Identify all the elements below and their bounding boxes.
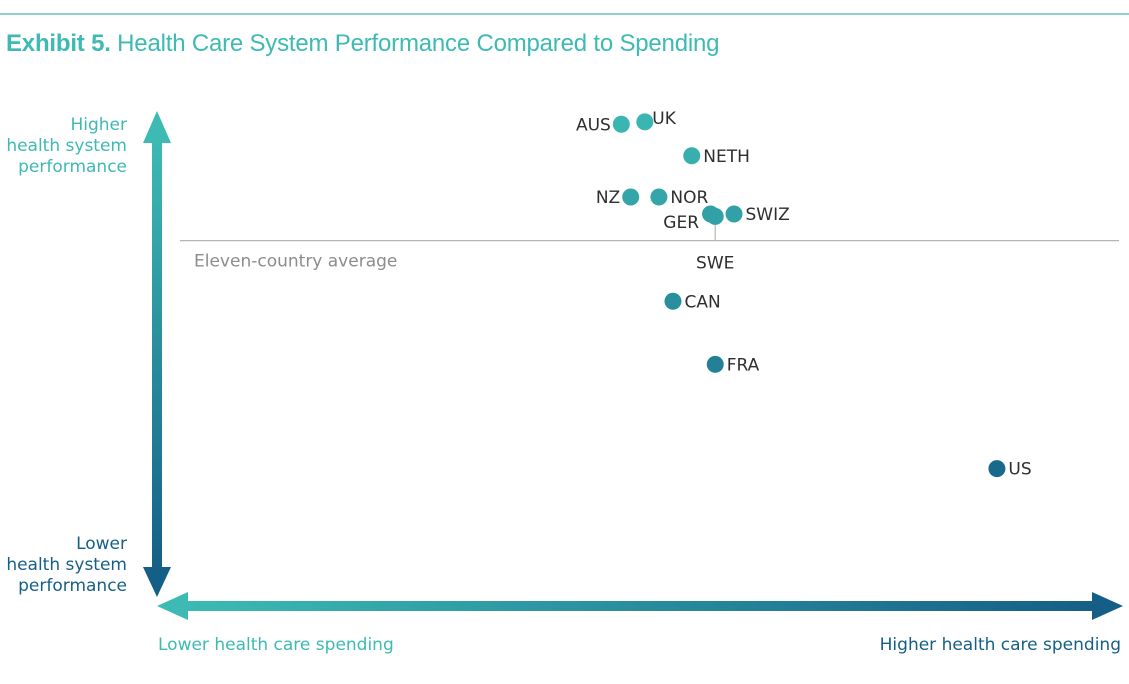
point-label-neth: NETH <box>703 147 750 167</box>
x-axis-right-label: Higher health care spending <box>880 635 1121 655</box>
point-us <box>988 460 1006 478</box>
point-label-ger: GER <box>663 213 699 233</box>
y-top-label-line-3: performance <box>18 157 127 177</box>
point-label-nz: NZ <box>596 188 620 208</box>
average-label: Eleven-country average <box>194 252 397 272</box>
y-top-label-line-1: Higher <box>70 115 127 135</box>
x-axis-shaft <box>185 601 1095 611</box>
point-label-us: US <box>1008 460 1031 480</box>
y-axis-arrow-up-head <box>143 111 171 143</box>
point-label-aus: AUS <box>576 115 611 135</box>
point-label-uk: UK <box>652 109 676 129</box>
exhibit-title: Exhibit 5. Health Care System Performanc… <box>6 30 719 58</box>
point-neth <box>683 147 701 165</box>
y-top-label-line-2: health system <box>6 136 127 156</box>
y-axis-top-label: Higher health system performance <box>6 115 127 177</box>
point-label-can: CAN <box>684 292 720 312</box>
point-swiz <box>725 205 743 223</box>
point-aus <box>612 115 630 133</box>
x-axis-arrow-right-head <box>1092 592 1123 620</box>
point-nz <box>622 188 640 206</box>
point-label-swiz: SWIZ <box>746 205 790 225</box>
point-can <box>664 292 682 310</box>
x-axis-left-label: Lower health care spending <box>158 635 394 655</box>
x-axis-arrow-left-head <box>157 592 188 620</box>
y-bottom-label-line-1: Lower <box>76 534 127 554</box>
point-uk <box>636 113 654 131</box>
y-axis-shaft <box>152 140 162 570</box>
y-bottom-label-line-3: performance <box>18 576 127 596</box>
y-bottom-label-line-2: health system <box>6 555 127 575</box>
point-label-nor: NOR <box>670 188 708 208</box>
x-axis-arrow <box>157 592 1123 620</box>
point-label-fra: FRA <box>727 355 760 375</box>
point-swe <box>706 207 724 225</box>
point-fra <box>706 355 724 373</box>
y-axis-bottom-label: Lower health system performance <box>6 534 127 596</box>
exhibit-number: Exhibit 5. <box>6 30 111 57</box>
y-axis-arrow <box>143 111 171 597</box>
y-axis-arrow-down-head <box>143 567 171 597</box>
points-layer: AUS UK NETH NZ NOR GER SWIZ SWE CAN FRA US <box>576 109 1032 480</box>
point-nor <box>650 188 668 206</box>
exhibit-title-text: Health Care System Performance Compared … <box>110 30 720 57</box>
top-rule <box>0 13 1129 15</box>
point-label-swe: SWE <box>696 253 734 273</box>
